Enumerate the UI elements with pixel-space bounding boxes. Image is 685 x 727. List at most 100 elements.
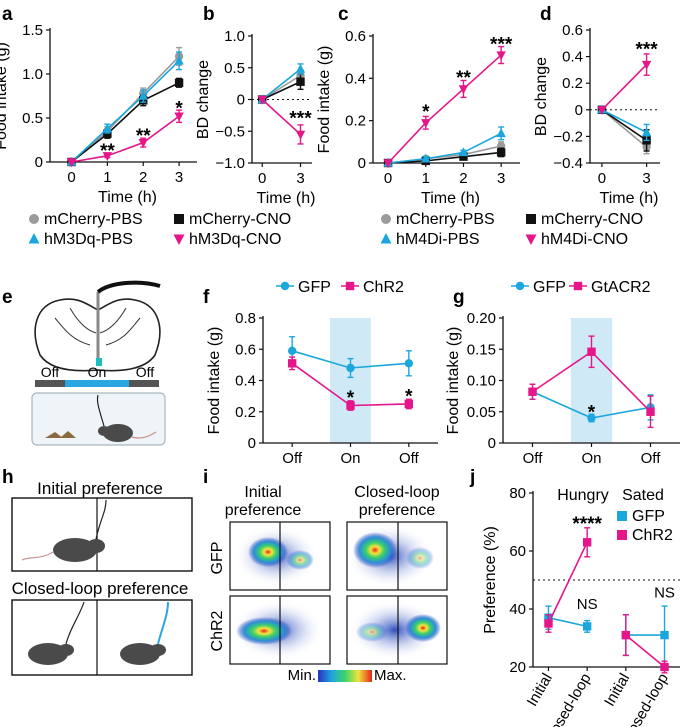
period-label-off-1: Off [41,364,60,380]
data-point [597,106,607,115]
y-tick-label: 0.4 [235,373,256,390]
data-point [66,158,77,168]
data-point [421,153,431,163]
x-tick-label: 2 [139,169,147,186]
shaded-light-on-region [330,318,371,443]
panel-h-schematic: Initial preference Closed-loop preferenc… [11,479,193,676]
y-tick-label: 0.4 [562,49,583,66]
data-point [641,127,652,137]
data-point [621,630,631,640]
significance-annotation: *** [289,109,312,130]
y-axis-label: Food intake (g) [206,327,223,435]
legend-label: hM4Di-PBS [396,231,480,248]
data-point [174,112,184,122]
legend-label: hM3Dq-CNO [189,231,281,248]
x-tick-label: 0 [67,169,75,186]
series-line [601,109,648,142]
panel-e-schematic: Off On Off [31,280,166,446]
series-line [70,60,180,163]
target-region-icon [96,358,102,366]
significance-annotation: * [422,102,430,123]
y-tick-label: 0 [35,154,43,171]
x-axis-label: Time (h) [257,190,316,207]
data-point [296,77,305,86]
heatmap-col-title-closed-2: preference [359,502,436,519]
legend-marker [280,281,290,291]
colorbar-max-label: Max. [374,667,407,684]
y-tick-label: −0.5 [215,123,245,140]
panel-letters: a b c d e f g h i j [2,4,552,488]
y-axis-label: Food intake (g) [445,327,462,435]
colorbar [318,670,372,682]
data-point [582,622,592,631]
x-tick-label: Off [641,450,662,467]
heatmap-row-label-chr2: ChR2 [209,610,226,651]
laser-on-bar [65,380,129,387]
x-tick-label: 1 [422,170,430,187]
series-line [261,98,302,136]
legend-marker [515,281,525,291]
legend-label: GFP [632,508,665,525]
data-point [174,78,184,87]
data-point [383,159,393,169]
heatmap-col-title-initial-2: preference [225,502,302,519]
x-tick-label: 0 [258,170,266,187]
panel-letter-b: b [203,4,215,25]
chart-b: −1.0 −0.5 0 0.5 1.0 BD change 0 3 Time (h) *** [195,28,315,207]
y-tick-label: 0.2 [562,75,583,92]
heatmap-col-title-closed-1: Closed-loop [354,484,439,501]
brain-folds-icon [54,307,141,346]
panel-letter-e: e [2,287,13,308]
data-point [421,119,431,128]
series-line [261,80,301,101]
x-tick-label: Off [282,450,303,467]
laser-off-bar-2 [129,380,159,387]
series-mCherry-CNO [383,147,506,168]
legend-label: hM4Di-CNO [541,231,628,248]
data-point [346,363,355,373]
legend-marker [28,233,40,244]
panel-letter-i: i [203,467,208,488]
significance-annotation: ** [100,141,115,162]
significance-annotation: ** [136,126,151,147]
closed-loop-preference-title: Closed-loop preference [12,579,189,598]
y-tick-label: −0.2 [553,128,583,145]
series-line [601,109,648,148]
panel-letter-h: h [2,467,14,488]
data-point [496,148,506,157]
legend-label: ChR2 [632,527,673,544]
data-point [646,407,655,416]
legend-label: GtACR2 [591,279,651,296]
y-tick-label: 0.15 [467,341,496,358]
significance-annotation: * [347,388,355,409]
y-tick-label: 0.4 [345,70,366,87]
legend-marker [525,234,537,245]
heatmap-col-title-initial-1: Initial [244,484,281,501]
initial-preference-title: Initial preference [37,479,163,498]
x-tick-label: 1 [103,169,111,186]
heatmap-row-label-gfp: GFP [209,542,226,575]
data-point [641,60,652,70]
heatmap-chr2-closed-loop [346,595,448,665]
y-tick-label: 0.2 [235,404,256,421]
y-tick-label: 0 [237,92,245,109]
x-tick-label: 0 [384,170,392,187]
series-line [71,115,180,163]
series-line [71,82,180,163]
series-hM3Dq-PBS [66,51,184,166]
arena-initial-box [11,497,193,572]
series-mCherry-CNO [67,77,184,167]
y-tick-label: 0.8 [235,310,256,327]
series-line [261,68,302,101]
data-point [257,95,267,105]
data-point [496,51,506,61]
mouse-right-icon [120,643,160,665]
legend-label: hM3Dq-PBS [44,231,133,248]
significance-annotation: NS [654,584,675,601]
cable-initial-icon [95,499,107,540]
data-point [295,130,306,140]
legend-marker [345,281,355,291]
x-tick-label: Off [523,450,544,467]
data-point [138,138,148,148]
